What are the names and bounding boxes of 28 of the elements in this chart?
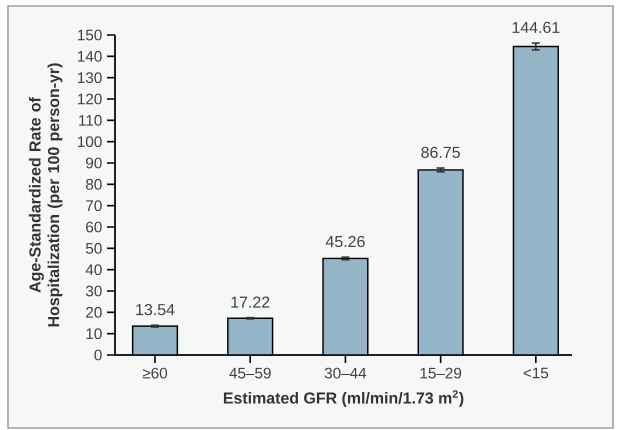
x-tick-label: 45–59 [229, 368, 271, 379]
y-tick-label: 140 [78, 50, 102, 62]
data-label: 144.61 [512, 22, 560, 34]
x-tick-label: 30–44 [324, 368, 366, 379]
y-tick-label: 110 [79, 114, 102, 126]
x-tick-label: <15 [524, 368, 548, 378]
y-tick-label: 60 [86, 222, 102, 232]
y-tick-label: 120 [78, 94, 102, 104]
data-label: 13.54 [136, 304, 174, 316]
y-axis-title: Age-Standardized Rate of Hospitalization (per 100 person-yr) [28, 63, 62, 326]
y-tick-label: 100 [78, 136, 102, 148]
y-tick-label: 30 [86, 286, 102, 296]
x-tick-label: 15–29 [420, 368, 462, 379]
y-tick-label: 40 [86, 264, 102, 276]
data-label: 86.75 [421, 146, 460, 158]
y-tick-label: 150 [78, 30, 102, 40]
x-axis-title: Estimated GFR (ml/min/1.73 m$^{2}$) [224, 390, 464, 407]
y-tick-label: 80 [86, 178, 102, 190]
y-tick-label: 70 [86, 200, 102, 212]
x-tick-label: ≥60 [142, 368, 168, 379]
y-tick-label: 10 [86, 328, 102, 340]
y-tick-label: 0 [94, 350, 102, 360]
y-tick-label: 130 [78, 72, 102, 84]
y-tick-label: 50 [86, 242, 102, 254]
data-label: 17.22 [231, 296, 270, 308]
y-tick-label: 20 [86, 306, 102, 318]
data-label: 45.26 [326, 236, 365, 248]
y-tick-label: 90 [86, 158, 102, 168]
